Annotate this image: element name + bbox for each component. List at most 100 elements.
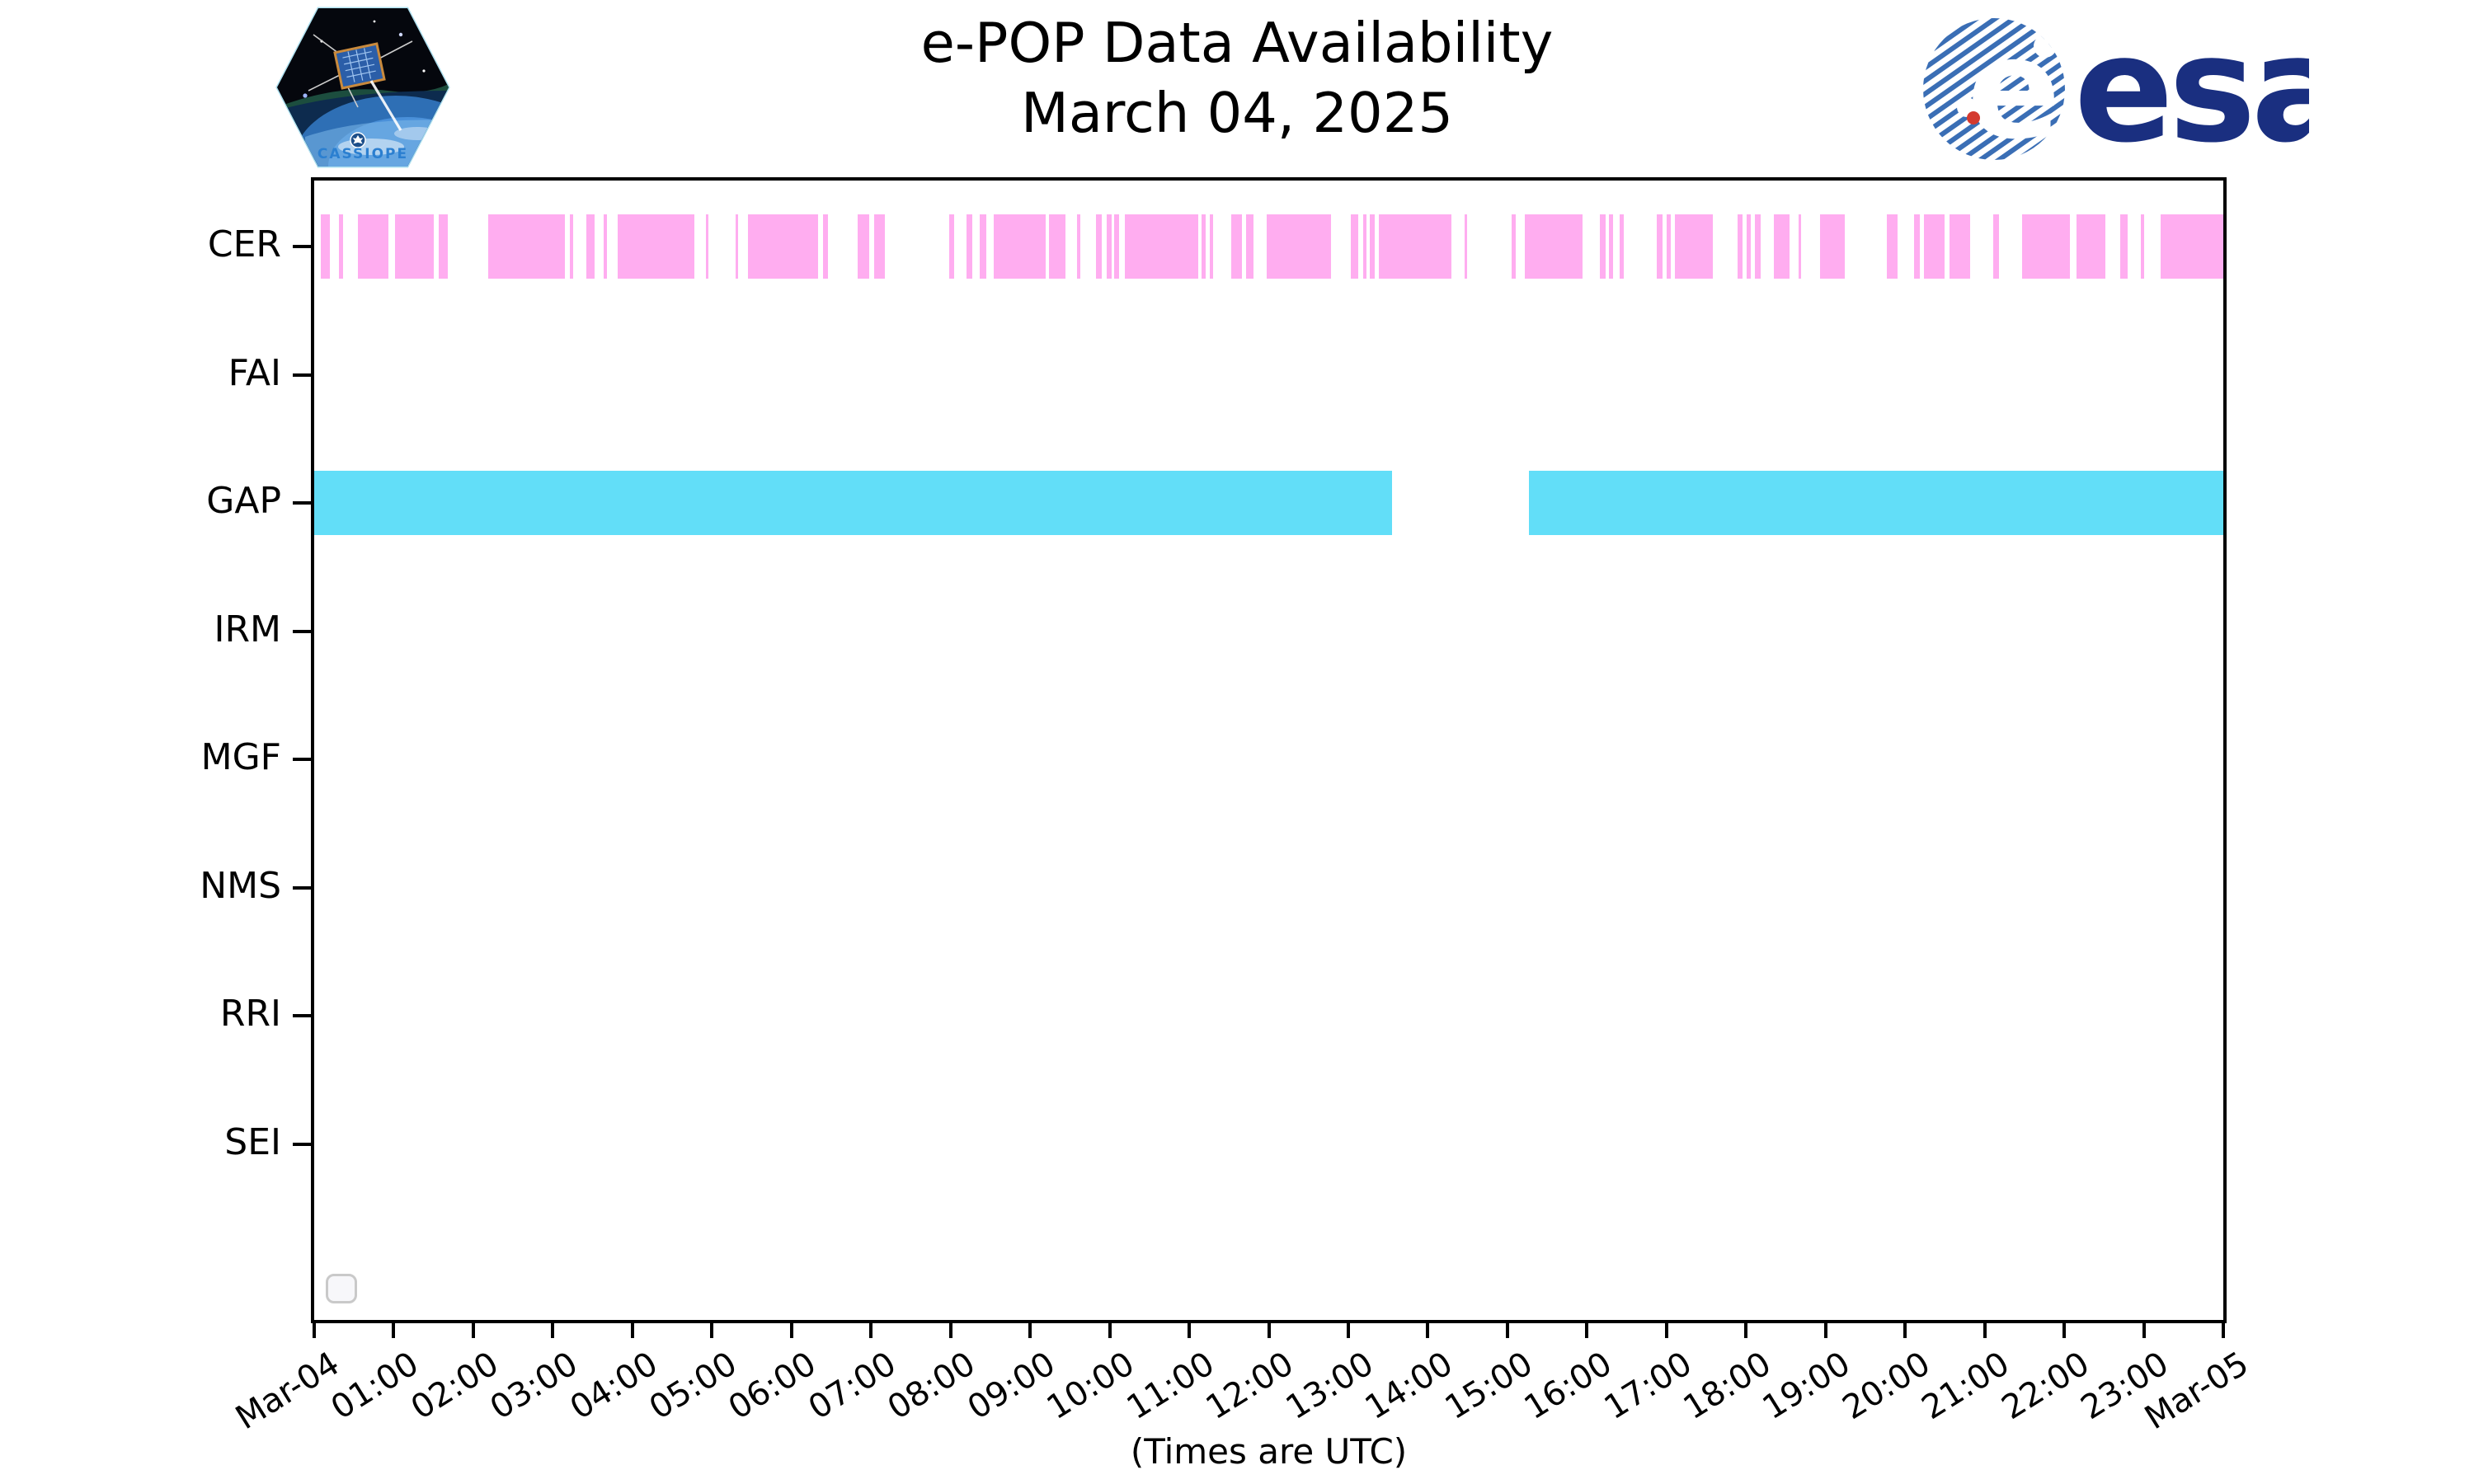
x-tick-label: 19:00 xyxy=(1756,1345,1858,1428)
cer-availability-bar xyxy=(338,214,343,279)
x-tick-label: 09:00 xyxy=(961,1345,1062,1428)
svg-text:e: e xyxy=(1967,15,2061,163)
x-tick xyxy=(630,1320,634,1338)
cer-availability-bar xyxy=(1798,214,1801,279)
y-tick-label-cer: CER xyxy=(207,223,281,265)
y-tick-label-sei: SEI xyxy=(224,1120,281,1163)
cer-availability-bar xyxy=(1913,214,1920,279)
cer-availability-bar xyxy=(1210,214,1213,279)
esa-logo-icon: e esa xyxy=(1923,15,2309,163)
cassiope-mission-logo-icon: CASSIOPE xyxy=(275,7,450,168)
x-tick xyxy=(1823,1320,1827,1338)
y-tick-label-rri: RRI xyxy=(219,993,281,1035)
x-tick-label: 03:00 xyxy=(483,1345,585,1428)
x-tick-label: 20:00 xyxy=(1836,1345,1937,1428)
x-tick xyxy=(1188,1320,1192,1338)
cer-availability-bar xyxy=(2140,214,2144,279)
cer-availability-bar xyxy=(2076,214,2106,279)
x-tick xyxy=(1744,1320,1748,1338)
cer-availability-bar xyxy=(1106,214,1112,279)
x-tick-label: 05:00 xyxy=(642,1345,744,1428)
cer-availability-bar xyxy=(358,214,388,279)
cer-availability-bar xyxy=(874,214,885,279)
cassiope-badge-text: CASSIOPE xyxy=(317,146,408,162)
cer-availability-bar xyxy=(948,214,955,279)
chart-subtitle: March 04, 2025 xyxy=(1021,81,1453,146)
x-tick xyxy=(2142,1320,2146,1338)
x-tick xyxy=(2062,1320,2067,1338)
x-tick xyxy=(1982,1320,1987,1338)
cer-availability-bar xyxy=(705,214,708,279)
x-tick-label: 02:00 xyxy=(404,1345,506,1428)
y-tick xyxy=(293,501,311,505)
x-tick xyxy=(1028,1320,1032,1338)
cer-availability-bar xyxy=(586,214,595,279)
x-tick xyxy=(392,1320,396,1338)
cer-availability-bar xyxy=(1378,214,1452,279)
x-tick xyxy=(471,1320,475,1338)
cer-availability-bar xyxy=(1599,214,1606,279)
cer-availability-bar xyxy=(617,214,695,279)
y-tick-label-nms: NMS xyxy=(200,864,281,907)
y-tick-label-gap: GAP xyxy=(206,480,281,522)
x-tick-label: 07:00 xyxy=(802,1345,903,1428)
cer-availability-bar xyxy=(857,214,870,279)
cer-availability-bar xyxy=(736,214,739,279)
x-axis-caption: (Times are UTC) xyxy=(1130,1431,1408,1472)
cer-availability-bar xyxy=(1124,214,1198,279)
x-tick-label: 15:00 xyxy=(1438,1345,1540,1428)
x-tick xyxy=(1664,1320,1668,1338)
x-tick-label: 08:00 xyxy=(881,1345,983,1428)
x-tick xyxy=(948,1320,952,1338)
cer-availability-bar xyxy=(993,214,1047,279)
x-tick-label: 12:00 xyxy=(1199,1345,1300,1428)
cer-availability-bar xyxy=(2160,214,2223,279)
x-tick-label: 21:00 xyxy=(1915,1345,2017,1428)
cer-availability-bar xyxy=(823,214,829,279)
cer-availability-bar xyxy=(1114,214,1120,279)
cer-availability-bar xyxy=(569,214,574,279)
x-tick xyxy=(789,1320,793,1338)
cer-availability-bar xyxy=(1350,214,1358,279)
cer-availability-bar xyxy=(1657,214,1663,279)
cer-availability-bar xyxy=(966,214,972,279)
gap-availability-bar xyxy=(1528,471,2223,535)
x-tick-label: 04:00 xyxy=(563,1345,665,1428)
cer-availability-bar xyxy=(1675,214,1713,279)
x-tick xyxy=(551,1320,555,1338)
cer-availability-bar xyxy=(1924,214,1945,279)
cer-availability-bar xyxy=(1363,214,1367,279)
cer-availability-bar xyxy=(1666,214,1671,279)
plot-area: CER FAI GAP IRM MGF NMS RRI SEI Mar-04 01:00 02:00… xyxy=(200,177,2255,1437)
cer-availability-bar xyxy=(747,214,818,279)
x-tick xyxy=(1346,1320,1350,1338)
cer-availability-bar xyxy=(320,214,331,279)
y-tick xyxy=(293,1014,311,1017)
esa-wordmark-text: esa xyxy=(2074,15,2309,163)
x-tick-label: 17:00 xyxy=(1597,1345,1699,1428)
x-tick-label: 11:00 xyxy=(1120,1345,1221,1428)
x-tick xyxy=(1267,1320,1271,1338)
cer-availability-bar xyxy=(1077,214,1080,279)
x-tick xyxy=(313,1320,316,1338)
empty-legend-box xyxy=(326,1274,357,1303)
y-tick-label-irm: IRM xyxy=(214,608,281,650)
cer-availability-bar xyxy=(1525,214,1583,279)
y-tick xyxy=(293,758,311,761)
x-tick xyxy=(1585,1320,1589,1338)
cer-availability-bar xyxy=(1202,214,1206,279)
cer-availability-bar xyxy=(1754,214,1761,279)
cer-availability-bar xyxy=(1266,214,1331,279)
cer-availability-bar xyxy=(1370,214,1375,279)
y-tick xyxy=(293,629,311,633)
y-tick-label-mgf: MGF xyxy=(200,736,281,778)
cer-availability-bar xyxy=(1049,214,1065,279)
cer-availability-bar xyxy=(1619,214,1624,279)
x-tick-label: Mar-04 xyxy=(228,1345,346,1438)
x-tick xyxy=(1903,1320,1907,1338)
cer-availability-bar xyxy=(1819,214,1845,279)
x-tick-label: 06:00 xyxy=(722,1345,824,1428)
cer-availability-bar xyxy=(1464,214,1467,279)
gap-availability-bar xyxy=(314,471,1392,535)
